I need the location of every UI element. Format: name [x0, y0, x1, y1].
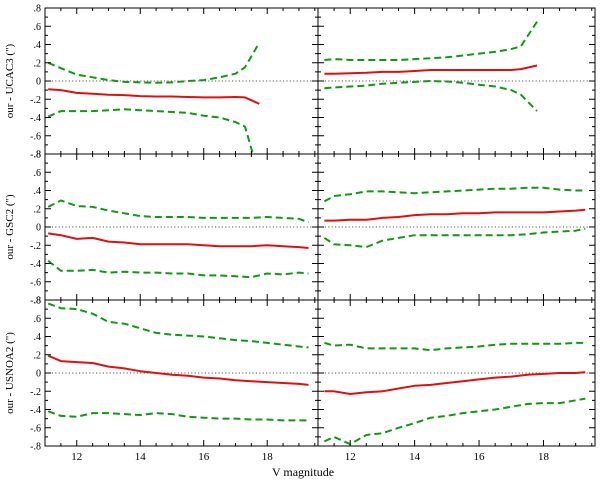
- series-upper: [47, 199, 309, 224]
- series-upper: [324, 341, 586, 352]
- series-median: [324, 208, 586, 222]
- series-upper: [324, 21, 538, 61]
- y-tick-label: 0: [36, 223, 41, 234]
- x-tick-label: 12: [71, 451, 82, 463]
- y-tick-label: -.6: [30, 277, 41, 288]
- series-median: [47, 354, 309, 386]
- x-axis-label: V magnitude: [272, 465, 334, 479]
- series-median: [48, 88, 260, 105]
- y-tick-label: -.2: [30, 241, 41, 252]
- y-axis-label: our - GSC2 ("): [4, 194, 16, 260]
- y-tick-label: 0: [36, 77, 41, 88]
- y-tick-label: -.4: [30, 113, 41, 124]
- y-tick-label: .4: [34, 40, 42, 51]
- y-tick-label: .4: [34, 186, 42, 197]
- series-lower: [47, 260, 309, 279]
- series-lower: [323, 227, 586, 249]
- x-tick-label: 14: [135, 451, 147, 463]
- y-tick-label: .2: [34, 58, 42, 69]
- x-tick-label: 16: [474, 451, 486, 463]
- y-tick-label: .6: [34, 22, 42, 33]
- series-lower: [323, 397, 586, 446]
- y-tick-label: -.2: [30, 387, 41, 398]
- y-tick-label: -.8: [30, 150, 41, 161]
- y-tick-label: .8: [34, 4, 42, 15]
- x-tick-label: 18: [262, 451, 274, 463]
- panel-5: 12 14 16 18: [317, 299, 596, 463]
- y-tick-label: .4: [34, 332, 42, 343]
- y-tick-label: -.4: [30, 405, 41, 416]
- series-upper: [323, 186, 586, 203]
- y-tick-label: .2: [34, 350, 42, 361]
- panel-0: -.8 -.6 -.4 -.2 0 .2 .4 .6 .8 our - UCAC3 ("): [4, 4, 319, 161]
- series-median: [324, 64, 538, 75]
- panel-2: -.8 -.6 -.4 -.2 0 .2 .4 .6 .8 our - GSC2 ("): [4, 150, 319, 307]
- y-tick-label: -.4: [30, 259, 41, 270]
- panel-4: -.8 -.6 -.4 -.2 0 .2 .4 .6 .8 our - USNOA2 (") 12 1…: [4, 296, 319, 463]
- series-lower: [324, 80, 538, 112]
- y-axis-label: our - UCAC3 ("): [4, 43, 16, 118]
- y-tick-label: .6: [34, 168, 42, 179]
- y-tick-label: .2: [34, 204, 42, 215]
- y-tick-label: -.8: [30, 296, 41, 307]
- panel-3: [317, 153, 596, 301]
- y-tick-label: -.6: [30, 423, 41, 434]
- series-lower: [47, 108, 254, 155]
- y-tick-label: .8: [34, 296, 42, 307]
- y-axis-label: our - USNOA2 ("): [4, 332, 16, 414]
- x-tick-label: 12: [345, 451, 356, 463]
- series-median: [324, 371, 586, 395]
- x-tick-label: 16: [198, 451, 210, 463]
- y-tick-label: -.8: [30, 442, 41, 453]
- panel-1: [317, 7, 596, 155]
- y-tick-label: 0: [36, 369, 41, 380]
- x-tick-label: 14: [409, 451, 421, 463]
- y-tick-label: -.2: [30, 95, 41, 106]
- series-upper: [47, 302, 309, 349]
- y-tick-label: -.6: [30, 131, 41, 142]
- series-lower: [47, 410, 309, 422]
- series-upper: [47, 42, 261, 84]
- series-median: [48, 232, 309, 249]
- y-tick-label: .6: [34, 314, 42, 325]
- y-tick-label: .8: [34, 150, 42, 161]
- x-tick-label: 18: [538, 451, 550, 463]
